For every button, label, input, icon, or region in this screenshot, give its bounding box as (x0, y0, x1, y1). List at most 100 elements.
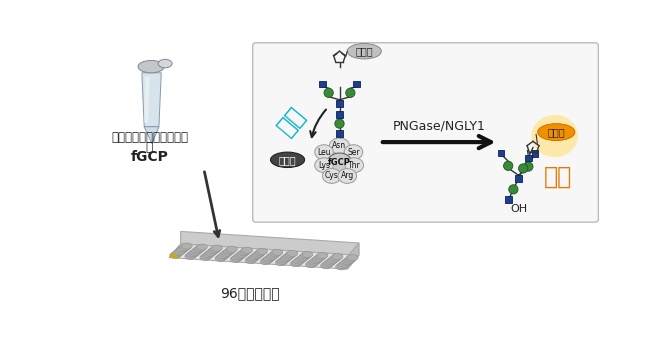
Ellipse shape (312, 257, 323, 262)
Ellipse shape (346, 88, 355, 97)
Ellipse shape (205, 250, 216, 257)
Ellipse shape (342, 259, 353, 265)
Ellipse shape (338, 169, 356, 183)
Text: Thr: Thr (348, 161, 360, 170)
Ellipse shape (314, 255, 325, 261)
Text: 酵素源（細胞破砕液等）: 酵素源（細胞破砕液等） (111, 131, 188, 144)
Ellipse shape (329, 256, 340, 262)
Ellipse shape (285, 252, 296, 258)
Ellipse shape (302, 251, 313, 258)
Ellipse shape (344, 257, 355, 263)
Ellipse shape (345, 158, 364, 173)
Ellipse shape (267, 253, 278, 259)
Ellipse shape (222, 250, 232, 256)
Text: fGCP: fGCP (131, 150, 169, 164)
Ellipse shape (138, 61, 164, 73)
Polygon shape (142, 73, 161, 127)
Ellipse shape (192, 248, 202, 254)
Ellipse shape (249, 255, 259, 261)
Ellipse shape (242, 247, 253, 253)
Ellipse shape (180, 244, 190, 251)
Ellipse shape (316, 254, 326, 260)
Ellipse shape (257, 248, 267, 254)
Ellipse shape (300, 253, 311, 259)
Polygon shape (347, 243, 359, 269)
Ellipse shape (186, 252, 198, 258)
Ellipse shape (322, 261, 333, 267)
Ellipse shape (504, 161, 513, 170)
Ellipse shape (239, 250, 249, 256)
Text: Cys: Cys (325, 172, 338, 181)
Ellipse shape (344, 145, 362, 160)
Ellipse shape (210, 246, 220, 253)
Ellipse shape (337, 262, 348, 268)
Text: 蛍光基: 蛍光基 (356, 46, 373, 56)
Ellipse shape (277, 258, 288, 264)
Ellipse shape (203, 252, 214, 258)
Bar (505, 196, 512, 203)
Ellipse shape (335, 119, 344, 128)
Polygon shape (144, 127, 159, 144)
Ellipse shape (206, 249, 218, 255)
Ellipse shape (193, 247, 204, 253)
Text: OH: OH (511, 204, 528, 215)
Ellipse shape (178, 246, 189, 252)
Ellipse shape (299, 254, 310, 260)
Bar (336, 130, 343, 137)
Ellipse shape (185, 253, 196, 259)
Ellipse shape (226, 246, 237, 252)
Ellipse shape (317, 252, 328, 259)
Ellipse shape (509, 185, 518, 194)
Ellipse shape (223, 249, 234, 255)
Ellipse shape (295, 257, 306, 263)
Ellipse shape (340, 260, 352, 266)
Polygon shape (144, 77, 149, 123)
Ellipse shape (524, 162, 533, 171)
Text: 蛍光基: 蛍光基 (547, 127, 565, 137)
Bar (498, 150, 505, 156)
Ellipse shape (330, 138, 350, 154)
Ellipse shape (216, 254, 228, 260)
Ellipse shape (158, 59, 172, 68)
Text: fGCP: fGCP (328, 159, 351, 167)
Bar (532, 150, 539, 156)
Ellipse shape (270, 251, 281, 257)
Ellipse shape (531, 115, 578, 157)
Bar (525, 154, 531, 161)
Ellipse shape (253, 251, 264, 257)
Ellipse shape (326, 259, 336, 265)
Polygon shape (169, 244, 359, 269)
Ellipse shape (196, 244, 207, 250)
Ellipse shape (172, 251, 182, 257)
Ellipse shape (315, 158, 333, 173)
Polygon shape (181, 231, 359, 255)
Ellipse shape (322, 169, 341, 183)
Ellipse shape (200, 254, 211, 260)
Ellipse shape (324, 260, 335, 266)
Ellipse shape (225, 247, 236, 254)
Ellipse shape (232, 255, 243, 261)
Ellipse shape (269, 252, 279, 258)
Ellipse shape (235, 252, 246, 259)
Ellipse shape (263, 256, 275, 262)
Bar (354, 80, 360, 87)
Ellipse shape (537, 124, 575, 141)
Text: Asn: Asn (332, 141, 346, 150)
Ellipse shape (282, 254, 293, 260)
Ellipse shape (292, 259, 303, 265)
Ellipse shape (327, 153, 352, 173)
Ellipse shape (175, 248, 186, 254)
Ellipse shape (265, 254, 276, 261)
Ellipse shape (255, 250, 266, 256)
Ellipse shape (339, 261, 350, 267)
Ellipse shape (182, 243, 192, 249)
Ellipse shape (297, 256, 308, 261)
Ellipse shape (271, 152, 305, 168)
Ellipse shape (306, 262, 316, 268)
Ellipse shape (330, 255, 341, 261)
Ellipse shape (233, 254, 245, 260)
Ellipse shape (290, 261, 302, 267)
Text: Ser: Ser (347, 148, 360, 156)
Text: 96穴プレート: 96穴プレート (220, 286, 280, 300)
Text: 消光: 消光 (273, 102, 310, 139)
